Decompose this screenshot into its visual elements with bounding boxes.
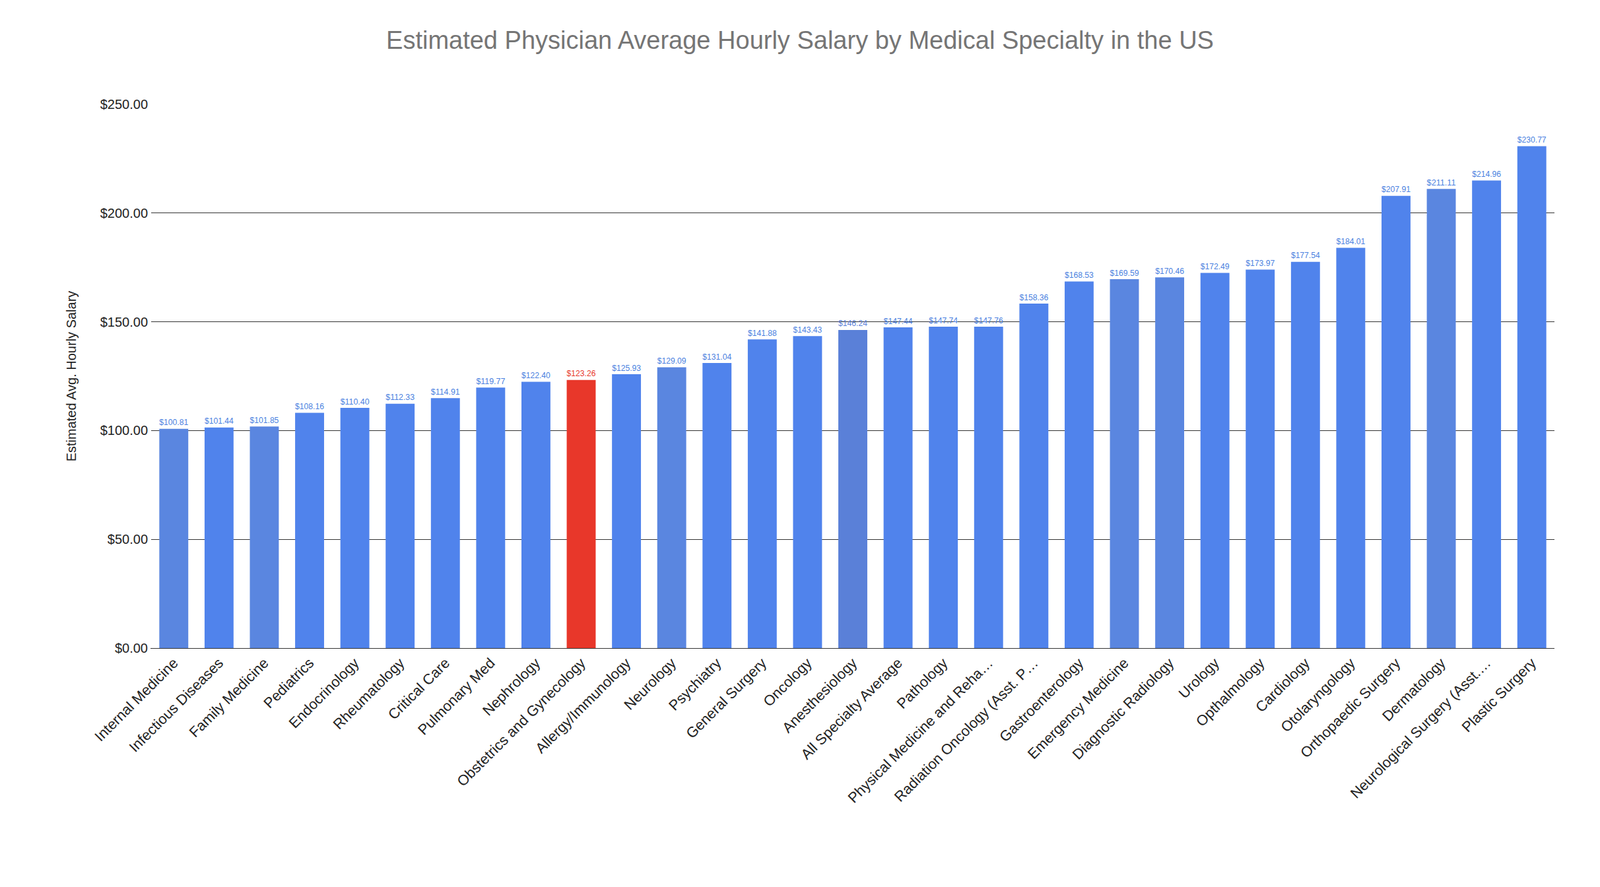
svg-text:$173.97: $173.97 (1245, 258, 1275, 268)
svg-text:Allergy/Immunology: Allergy/Immunology (532, 654, 634, 757)
svg-text:Pediatrics: Pediatrics (260, 654, 317, 712)
svg-text:$147.74: $147.74 (928, 316, 958, 326)
svg-text:$0.00: $0.00 (114, 640, 148, 656)
svg-text:$184.01: $184.01 (1335, 236, 1366, 247)
svg-text:$158.36: $158.36 (1019, 293, 1049, 303)
svg-text:$101.85: $101.85 (250, 415, 280, 426)
svg-text:$123.26: $123.26 (566, 368, 597, 379)
svg-text:$143.43: $143.43 (792, 325, 822, 335)
svg-text:$101.44: $101.44 (204, 416, 234, 426)
svg-text:Estimated Physician Average Ho: Estimated Physician Average Hourly Salar… (386, 26, 1214, 55)
svg-text:$214.96: $214.96 (1471, 169, 1501, 179)
svg-text:Cardiology: Cardiology (1252, 654, 1313, 716)
svg-text:Obstetrics and Gynecology: Obstetrics and Gynecology (453, 654, 589, 790)
svg-text:Nephrology: Nephrology (479, 654, 544, 719)
svg-text:Neurological Surgery (Asst.…: Neurological Surgery (Asst.… (1347, 654, 1495, 802)
svg-text:Gastroenterology: Gastroenterology (996, 654, 1087, 746)
svg-text:$108.16: $108.16 (295, 401, 325, 412)
svg-text:$172.49: $172.49 (1200, 262, 1230, 272)
svg-text:$250.00: $250.00 (100, 97, 148, 112)
svg-text:All Specialty Average: All Specialty Average (797, 654, 906, 764)
svg-text:$110.40: $110.40 (340, 397, 370, 407)
svg-text:$141.88: $141.88 (747, 328, 777, 338)
svg-text:Diagnostic Radiology: Diagnostic Radiology (1069, 654, 1178, 764)
svg-text:Estimated Avg. Hourly Salary: Estimated Avg. Hourly Salary (64, 291, 79, 463)
svg-text:$177.54: $177.54 (1291, 250, 1321, 261)
svg-text:$114.91: $114.91 (431, 387, 461, 397)
svg-text:Infectious Diseases: Infectious Diseases (126, 654, 228, 756)
svg-text:General Surgery: General Surgery (682, 654, 770, 742)
svg-text:Oncology: Oncology (759, 654, 815, 710)
svg-text:Rheumatology: Rheumatology (330, 654, 408, 733)
svg-text:Otolaryngology: Otolaryngology (1277, 654, 1358, 736)
svg-text:Critical Care: Critical Care (384, 654, 453, 723)
svg-text:$169.59: $169.59 (1110, 268, 1140, 278)
svg-text:$129.09: $129.09 (657, 356, 687, 366)
svg-text:Plastic Surgery: Plastic Surgery (1458, 654, 1540, 736)
svg-text:$168.53: $168.53 (1064, 270, 1094, 280)
svg-text:$230.77: $230.77 (1517, 135, 1547, 145)
svg-text:$125.93: $125.93 (611, 363, 641, 373)
svg-text:Emergency Medicine: Emergency Medicine (1024, 654, 1133, 763)
svg-text:$207.91: $207.91 (1381, 184, 1411, 195)
svg-text:$119.77: $119.77 (475, 376, 505, 387)
svg-text:Internal Medicine: Internal Medicine (91, 654, 181, 745)
svg-text:Urology: Urology (1175, 654, 1223, 702)
svg-text:Endocrinology: Endocrinology (285, 654, 363, 732)
svg-text:$100.00: $100.00 (100, 423, 148, 438)
svg-text:$200.00: $200.00 (100, 205, 148, 221)
svg-text:$147.44: $147.44 (883, 316, 913, 327)
svg-text:$122.40: $122.40 (521, 370, 551, 381)
svg-text:Orthopaedic Surgery: Orthopaedic Surgery (1297, 654, 1404, 762)
svg-text:$112.33: $112.33 (385, 392, 415, 402)
svg-text:Anesthesiology: Anesthesiology (778, 654, 861, 736)
svg-text:$146.24: $146.24 (838, 318, 868, 329)
svg-text:$170.46: $170.46 (1155, 266, 1185, 276)
svg-text:Radiation Oncology (Asst. P…: Radiation Oncology (Asst. P… (891, 654, 1042, 806)
svg-text:Dermatology: Dermatology (1378, 654, 1449, 725)
svg-text:Psychiatry: Psychiatry (665, 654, 725, 714)
svg-text:$150.00: $150.00 (100, 314, 148, 330)
svg-text:$50.00: $50.00 (107, 532, 148, 547)
svg-text:Neurology: Neurology (620, 654, 680, 714)
svg-text:$100.81: $100.81 (159, 417, 189, 428)
svg-text:Pulmonary Med: Pulmonary Med (414, 654, 499, 739)
svg-text:$131.04: $131.04 (702, 352, 732, 362)
svg-text:Family Medicine: Family Medicine (186, 654, 272, 741)
svg-text:Opthalmology: Opthalmology (1192, 654, 1268, 731)
svg-text:Physical Medicine and Reha…: Physical Medicine and Reha… (844, 654, 997, 807)
svg-text:Pathology: Pathology (893, 654, 952, 713)
svg-text:$211.11: $211.11 (1427, 178, 1457, 188)
svg-text:$147.76: $147.76 (974, 316, 1004, 326)
